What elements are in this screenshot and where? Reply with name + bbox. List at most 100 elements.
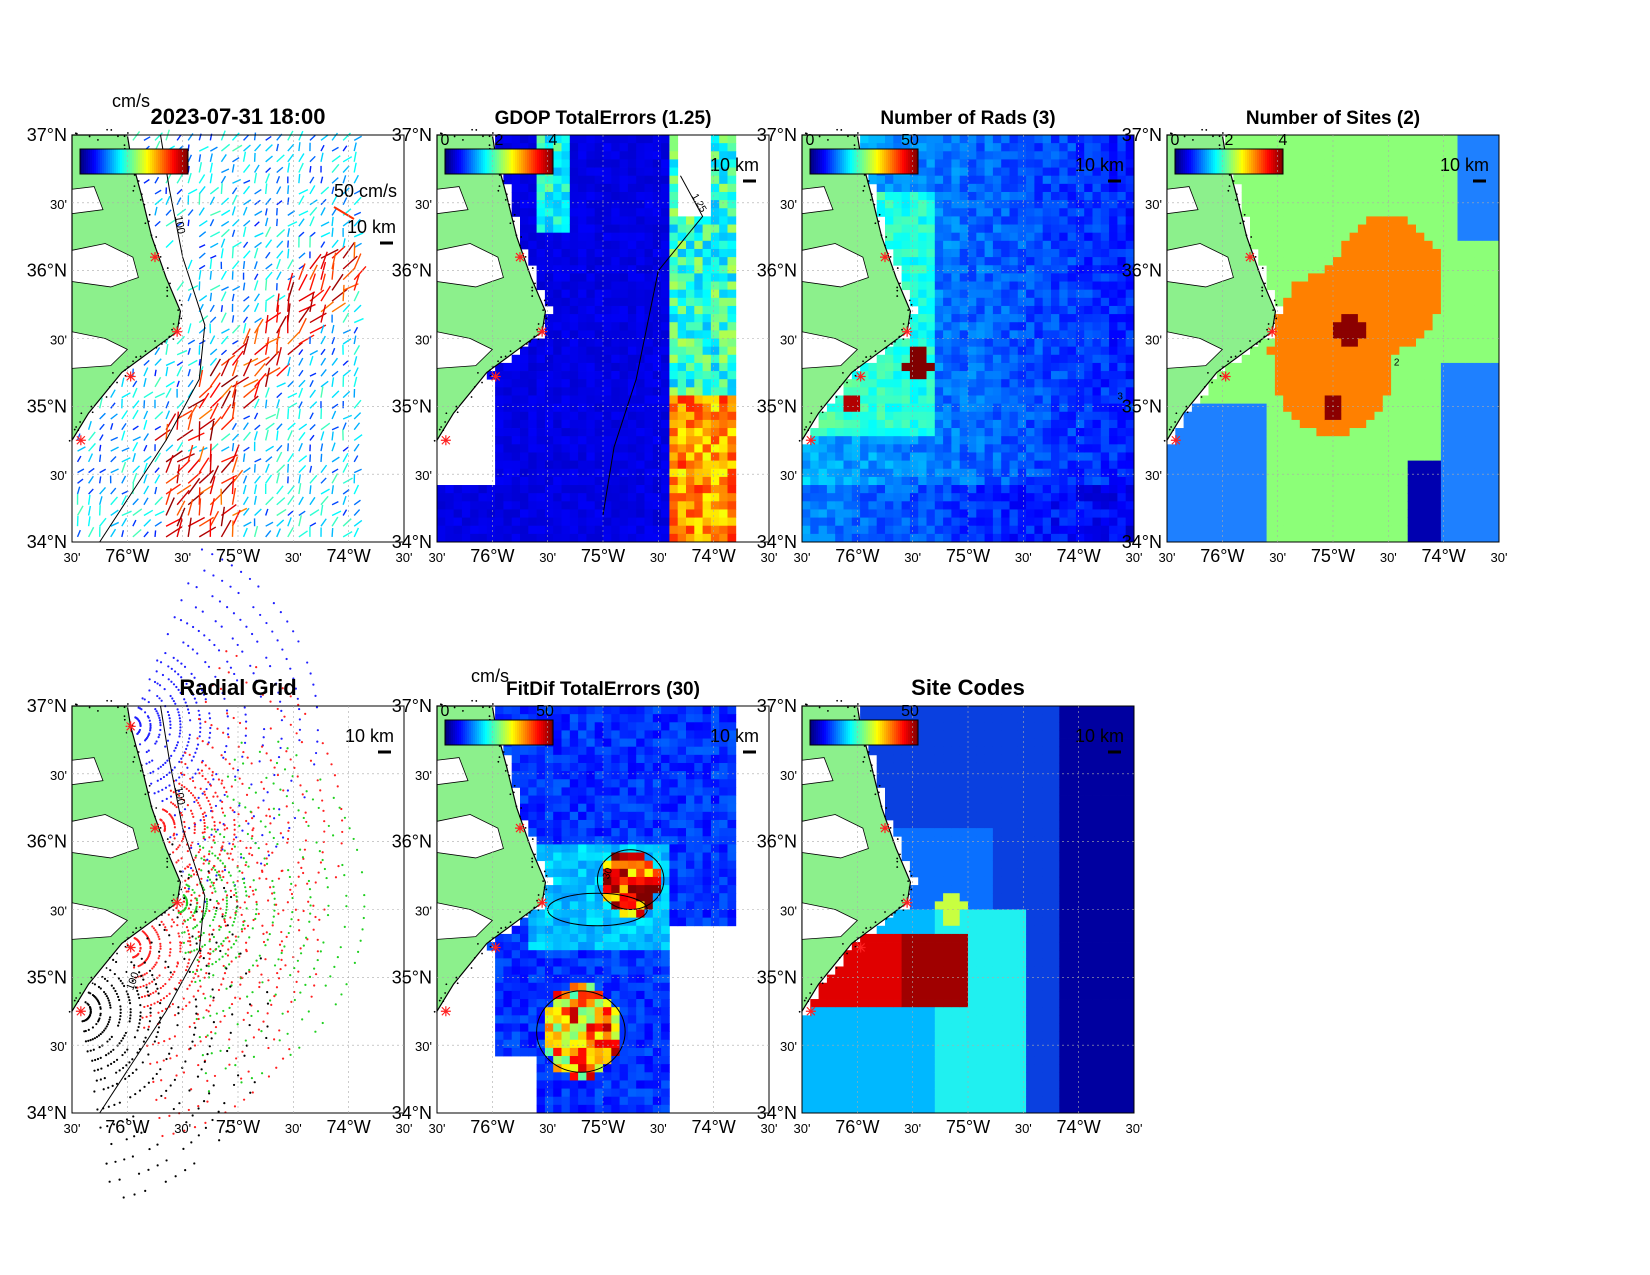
- grid-cell: [1117, 485, 1127, 494]
- grid-cell: [926, 305, 936, 315]
- grid-cell: [1117, 224, 1127, 234]
- grid-cell: [1241, 143, 1251, 152]
- current-vector: [353, 527, 360, 538]
- grid-cell: [1241, 468, 1251, 478]
- grid-cell: [1266, 371, 1276, 380]
- current-vector: [320, 152, 324, 162]
- contour-label: 1.25: [689, 192, 708, 215]
- grid-cell: [619, 232, 629, 242]
- grid-cell: [486, 509, 496, 518]
- grid-cell: [470, 485, 479, 494]
- coast-dot: [862, 189, 865, 192]
- grid-cell: [611, 419, 620, 429]
- grid-cell: [860, 428, 869, 437]
- current-vector: [220, 305, 224, 312]
- panel-gdop: GDOP TotalErrors (1.25) 1.25 0 2 4 10 km 37°N…: [392, 108, 778, 566]
- grid-cell: [686, 289, 695, 299]
- grid-cell: [851, 436, 861, 445]
- grid-cell: [1109, 143, 1118, 152]
- grid-cell: [536, 338, 546, 348]
- grid-cell: [727, 183, 737, 193]
- grid-cell: [926, 200, 936, 209]
- grid-cell: [1316, 379, 1326, 388]
- coast-dot: [97, 139, 99, 141]
- grid-cell: [1258, 183, 1267, 193]
- grid-cell: [1017, 379, 1027, 388]
- grid-cell: [1001, 387, 1010, 396]
- grid-cell: [486, 533, 496, 543]
- grid-cell: [1274, 444, 1284, 453]
- lat-tick-label: 34°N: [392, 532, 432, 552]
- grid-cell: [976, 200, 985, 209]
- current-vector: [154, 132, 163, 141]
- grid-cell: [918, 517, 927, 527]
- grid-cell: [437, 533, 446, 543]
- current-vector: [232, 285, 241, 292]
- current-vector: [110, 423, 114, 430]
- grid-cell: [652, 330, 662, 339]
- grid-cell: [1051, 501, 1060, 510]
- grid-cell: [934, 257, 944, 266]
- grid-cell: [1208, 533, 1218, 543]
- current-vector: [342, 197, 348, 205]
- current-vector: [143, 377, 147, 388]
- grid-cell: [1042, 305, 1052, 315]
- current-vector: [309, 412, 314, 420]
- grid-cell: [1084, 191, 1093, 201]
- grid-cell: [594, 525, 604, 535]
- grid-cell: [951, 200, 961, 209]
- grid-cell: [661, 387, 670, 396]
- grid-cell: [1266, 200, 1276, 209]
- grid-cell: [727, 200, 737, 209]
- grid-cell: [959, 476, 969, 486]
- current-vector: [198, 207, 205, 216]
- lat-tick-label: 35°N: [757, 396, 797, 416]
- grid-cell: [1034, 143, 1044, 152]
- grid-cell: [528, 183, 537, 193]
- grid-cell: [1117, 428, 1127, 437]
- grid-cell: [1250, 452, 1259, 461]
- grid-cell: [1274, 379, 1284, 388]
- grid-cell: [1109, 289, 1118, 299]
- grid-cell: [1241, 533, 1251, 543]
- grid-cell: [644, 281, 654, 291]
- grid-cell: [1051, 183, 1060, 193]
- grid-cell: [677, 403, 687, 413]
- grid-cell: [561, 191, 571, 201]
- grid-cell: [619, 208, 629, 217]
- grid-cell: [1009, 175, 1019, 185]
- grid-cell: [1258, 200, 1267, 209]
- current-vector: [232, 178, 242, 184]
- current-vector: [353, 218, 361, 227]
- current-vector: [132, 409, 139, 420]
- grid-cell: [826, 403, 836, 413]
- grid-cell: [1117, 273, 1127, 282]
- grid-cell: [1034, 216, 1044, 225]
- grid-cell: [611, 232, 620, 242]
- grid-cell: [561, 387, 571, 396]
- grid-cell: [503, 452, 513, 461]
- grid-cell: [992, 338, 1002, 348]
- current-vector: [331, 500, 339, 506]
- grid-cell: [976, 403, 985, 413]
- grid-cell: [1208, 419, 1218, 429]
- current-vector: [143, 474, 148, 484]
- grid-cell: [876, 428, 886, 437]
- grid-cell: [1299, 191, 1309, 201]
- grid-cell: [1291, 224, 1301, 234]
- grid-cell: [1324, 265, 1334, 274]
- grid-cell: [694, 330, 703, 339]
- current-vector: [220, 183, 223, 194]
- coast-dot: [123, 135, 126, 138]
- grid-cell: [968, 403, 977, 413]
- grid-cell: [1051, 175, 1060, 185]
- grid-cell: [992, 395, 1002, 405]
- grid-cell: [1009, 501, 1019, 510]
- coast-dot: [543, 299, 546, 302]
- grid-cell: [943, 338, 952, 348]
- current-vector: [121, 457, 131, 463]
- colorbar-segment: [513, 149, 516, 174]
- grid-cell: [943, 476, 952, 486]
- grid-cell: [1308, 167, 1317, 177]
- coast-dot: [180, 317, 183, 320]
